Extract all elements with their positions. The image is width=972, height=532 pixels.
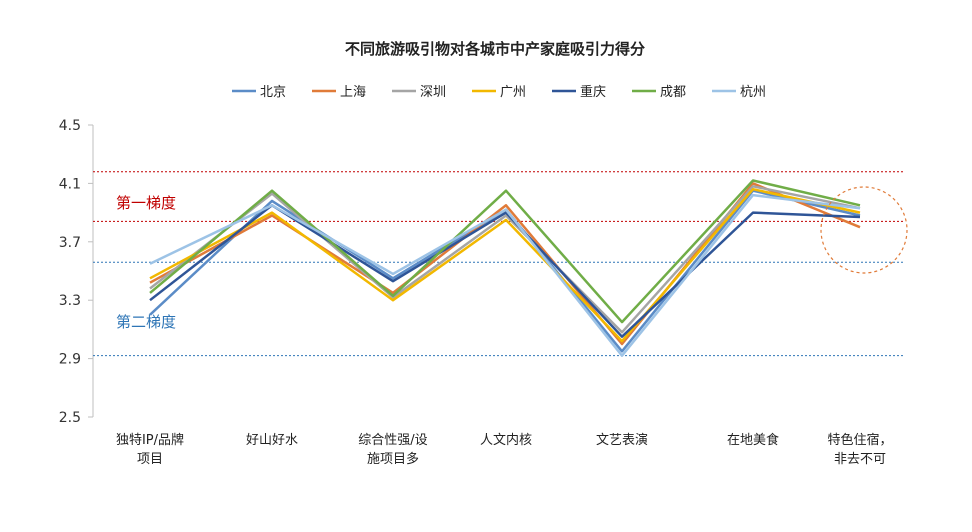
y-tick-label: 4.5 (59, 118, 81, 134)
tier-two-label: 第二梯度 (116, 313, 176, 331)
x-category-label: 特色住宿，非去不可 (827, 432, 892, 467)
legend-label: 重庆 (580, 84, 606, 100)
y-tick-label: 3.7 (59, 235, 81, 251)
legend-label: 杭州 (740, 85, 766, 100)
series-line (149, 179, 861, 324)
x-category-label: 在地美食 (727, 432, 779, 448)
y-tick-label: 4.1 (59, 176, 81, 192)
legend-label: 深圳 (420, 85, 446, 100)
series-line (149, 182, 861, 346)
legend-label: 成都 (660, 85, 686, 100)
series-lines (149, 179, 861, 357)
x-category-label: 综合性强/设施项目多 (358, 433, 427, 467)
y-tick-label: 2.9 (59, 352, 81, 368)
x-category-label: 文艺表演 (596, 432, 648, 448)
x-category-label: 人文内核 (480, 432, 532, 448)
legend-label: 广州 (500, 85, 526, 100)
legend: 北京 上海 深圳 广州 重庆 成都 杭州 (232, 84, 766, 100)
legend-label: 上海 (340, 85, 366, 100)
x-axis: 独特IP/品牌项目 好山好水 综合性强/设施项目多 人文内核 文艺表演 在地美食 特色住宿，… (116, 432, 893, 467)
y-tick-label: 2.5 (59, 410, 81, 426)
series-line (149, 193, 861, 357)
x-category-label: 好山好水 (246, 433, 298, 448)
chart-title: 不同旅游吸引物对各城市中产家庭吸引力得分 (345, 40, 645, 58)
series-line (149, 185, 861, 334)
y-tick-label: 3.3 (59, 293, 81, 309)
y-axis: 2.5 2.9 3.3 3.7 4.1 4.5 (59, 118, 94, 426)
x-category-label: 独特IP/品牌项目 (116, 432, 184, 467)
highlight-circle (820, 186, 908, 274)
legend-label: 北京 (260, 85, 286, 100)
series-line (149, 187, 861, 343)
tier-one-label: 第一梯度 (116, 194, 176, 212)
